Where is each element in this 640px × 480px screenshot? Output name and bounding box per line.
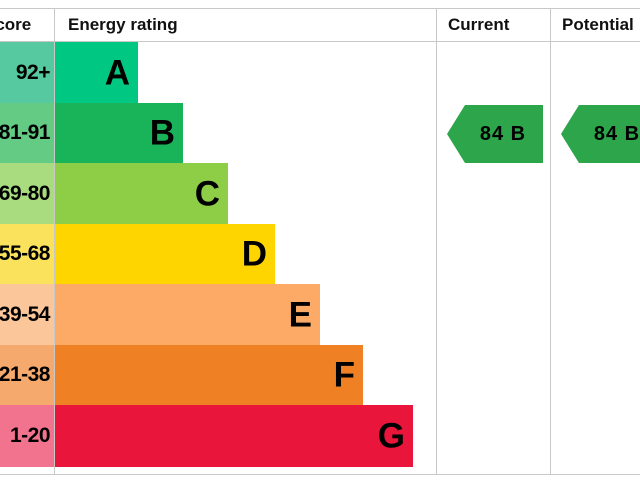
band-row: 92+ A	[0, 42, 640, 103]
score-range-label: 1-20	[9, 424, 51, 447]
band-row: 81-91 B	[0, 103, 640, 163]
band-row: 21-38 F	[0, 345, 640, 405]
potential-rating-arrow: 84 B	[561, 105, 640, 163]
current-rating-arrow: 84 B	[447, 105, 543, 163]
rating-bar-a: A	[55, 42, 138, 103]
band-row: 55-68 D	[0, 224, 640, 284]
divider-rating-current	[436, 8, 437, 475]
rating-bar-g: G	[55, 405, 413, 467]
column-header-energy-rating: Energy rating	[68, 15, 178, 34]
column-header-score: Score	[0, 15, 32, 34]
divider-score-rating	[54, 8, 55, 475]
score-range-label: 55-68	[0, 242, 51, 265]
column-header-potential: Potential	[562, 15, 634, 34]
divider-current-potential	[550, 8, 551, 475]
score-range-label: 39-54	[0, 302, 51, 326]
band-letter: A	[104, 53, 130, 92]
score-cell: 92+	[0, 42, 54, 103]
score-range-label: 81-91	[0, 121, 51, 144]
rating-bar-c: C	[55, 163, 228, 224]
rating-bar-e: E	[55, 284, 320, 345]
potential-rating-label: 84 B	[593, 122, 640, 145]
score-cell: 55-68	[0, 224, 54, 284]
score-cell: 21-38	[0, 345, 54, 405]
rating-bar-d: D	[55, 224, 275, 284]
score-range-label: 69-80	[0, 181, 51, 205]
score-cell: 39-54	[0, 284, 54, 345]
column-header-current: Current	[448, 15, 510, 34]
band-letter: E	[288, 295, 312, 334]
band-row: 1-20 G	[0, 405, 640, 467]
band-letter: D	[241, 234, 267, 274]
rating-bar-f: F	[55, 345, 363, 405]
band-row: 69-80 C	[0, 163, 640, 224]
band-row: 39-54 E	[0, 284, 640, 345]
chart-bottom-rule	[0, 474, 640, 475]
score-cell: 1-20	[0, 405, 54, 467]
rating-bands: 92+ A 81-91 B 69-80 C 55-68	[0, 42, 640, 467]
score-cell: 81-91	[0, 103, 54, 163]
rating-bar-b: B	[55, 103, 183, 163]
band-letter: G	[377, 416, 405, 456]
current-rating-label: 84 B	[479, 122, 527, 145]
chart-header-row: Score Energy rating Current Potential	[0, 8, 640, 42]
band-letter: F	[333, 355, 355, 395]
score-range-label: 92+	[15, 60, 51, 84]
band-letter: C	[194, 174, 220, 213]
score-range-label: 21-38	[0, 363, 51, 386]
band-letter: B	[149, 113, 175, 153]
score-cell: 69-80	[0, 163, 54, 224]
